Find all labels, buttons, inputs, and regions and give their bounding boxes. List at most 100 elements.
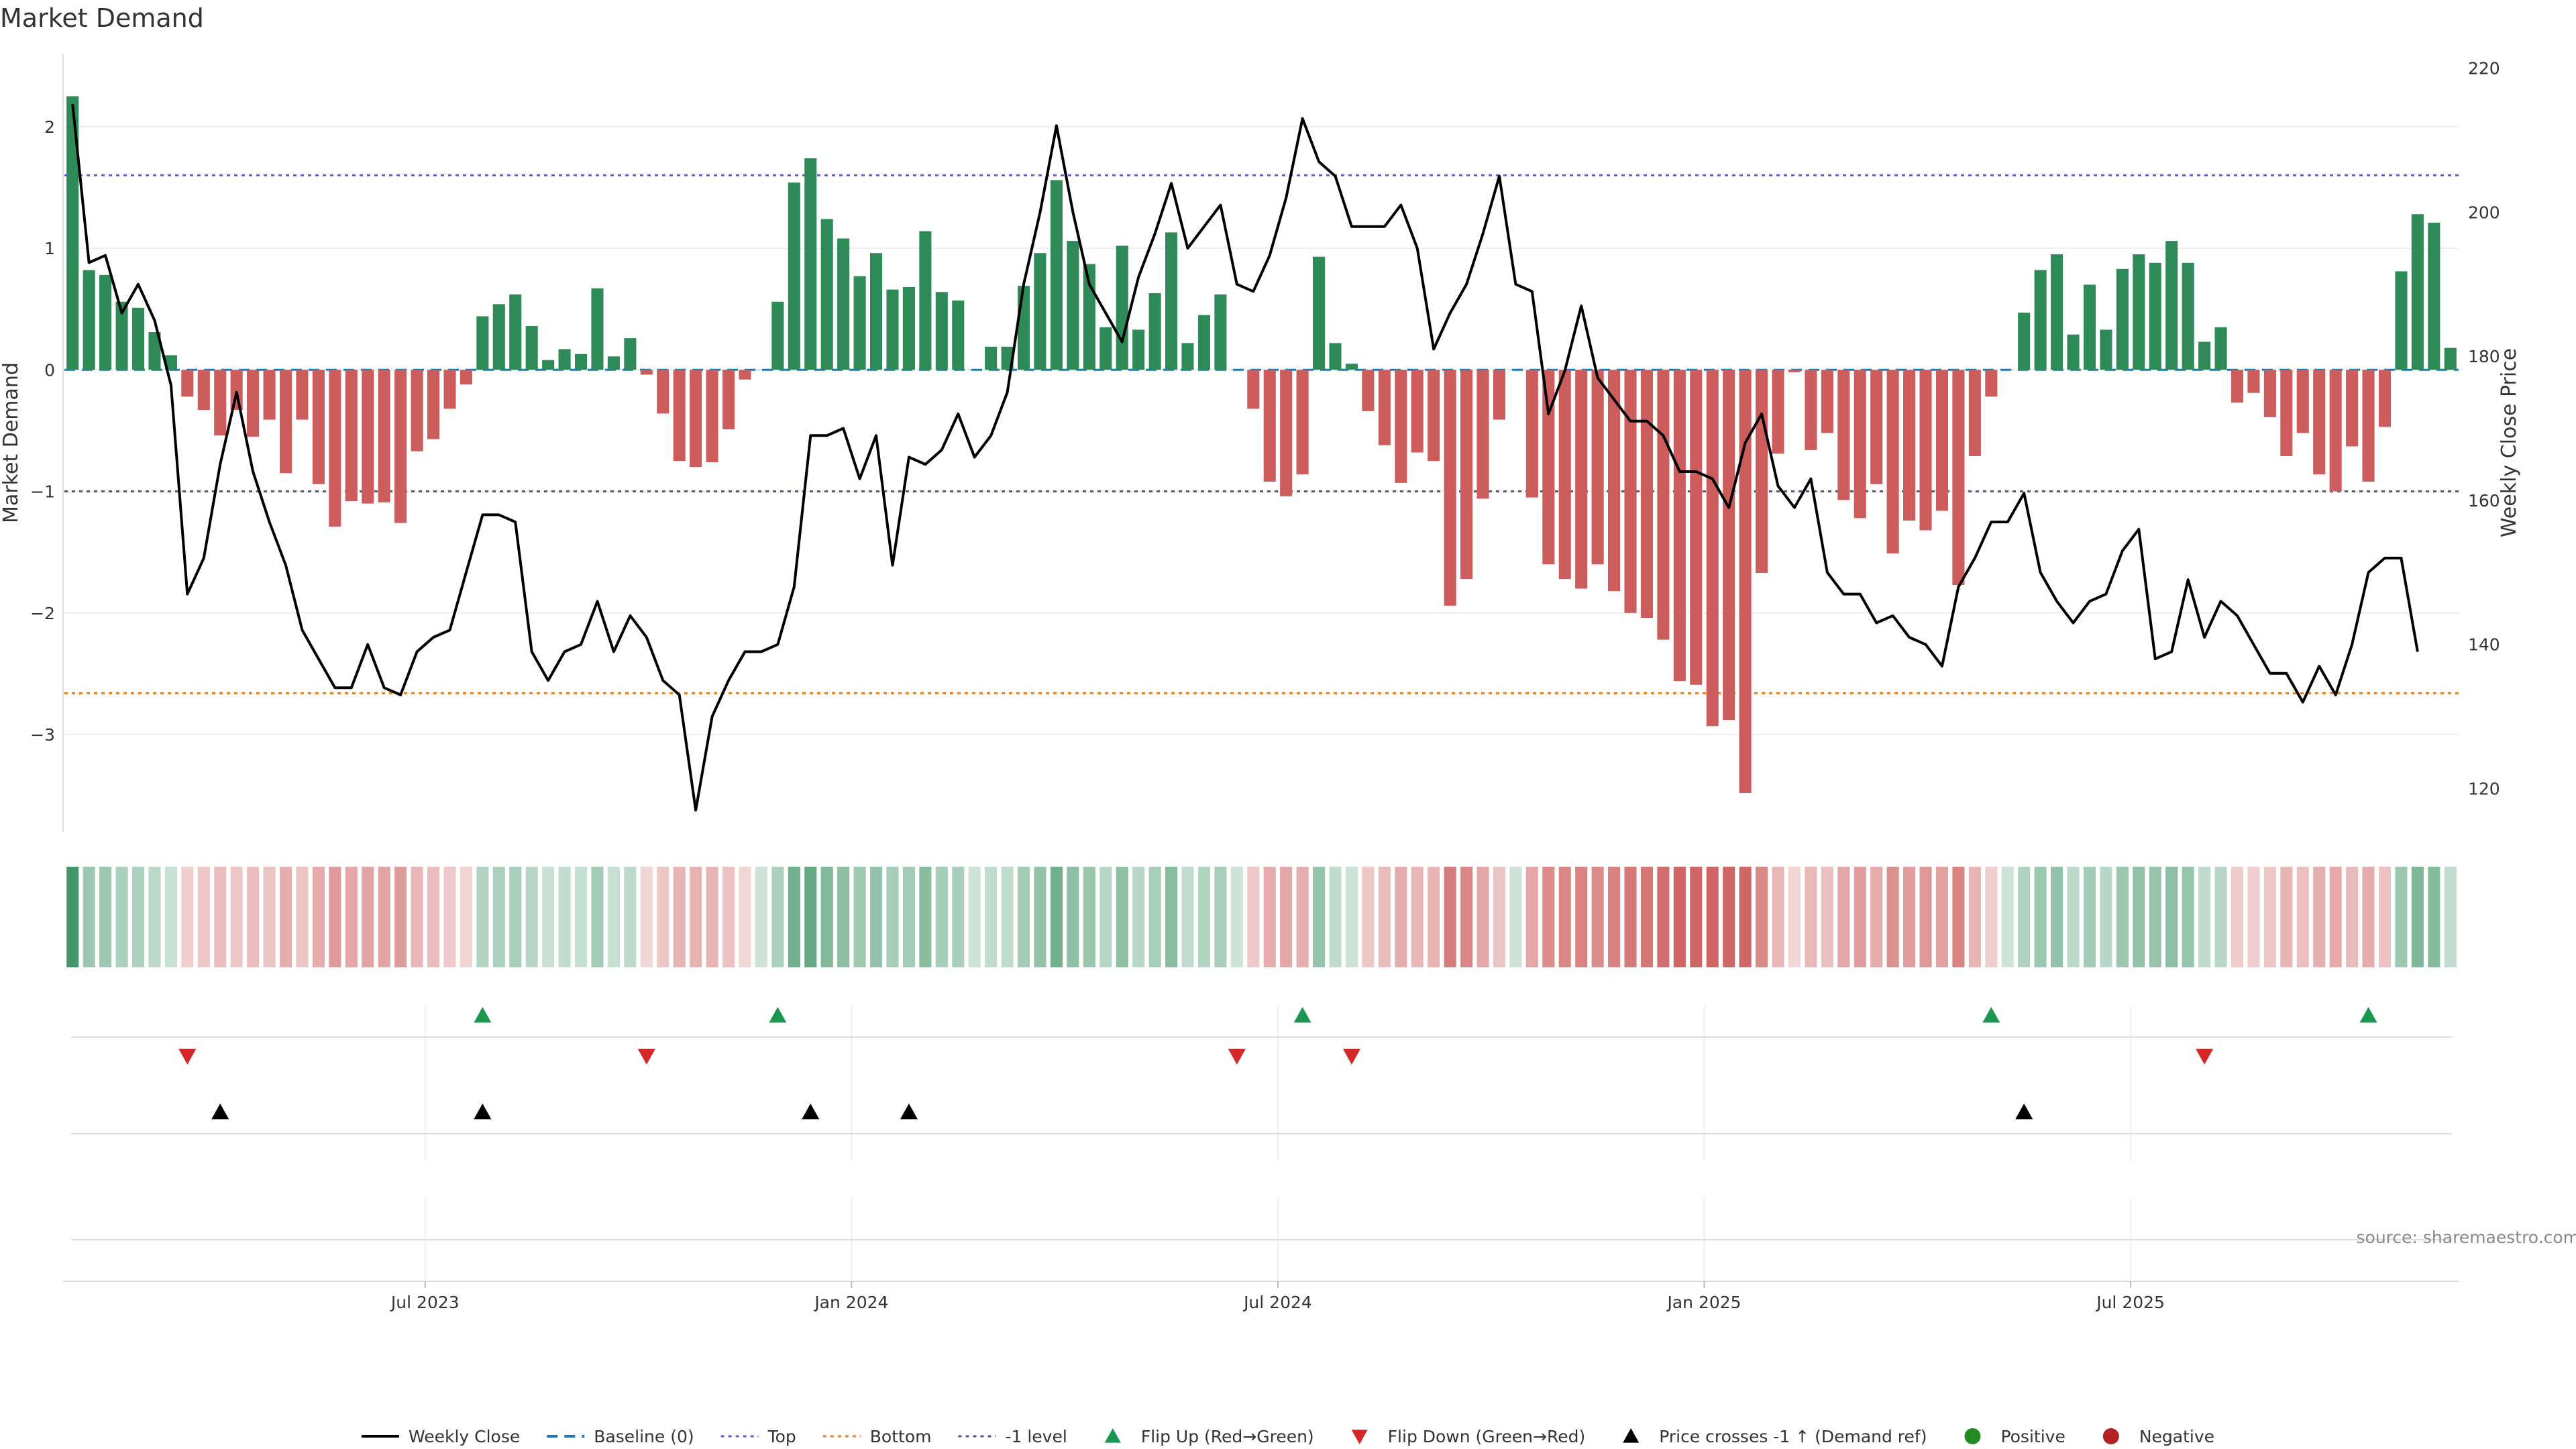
demand-bar [1772,370,1784,454]
heat-cell [1411,867,1424,967]
heat-cell [542,867,555,967]
heat-cell [2001,867,2014,967]
heat-cell [1690,867,1703,967]
demand-bar [1591,370,1604,565]
chart-title: Market Demand [0,3,204,33]
heat-cell [2362,867,2375,967]
heat-cell [1640,867,1654,967]
demand-bar [1444,370,1456,606]
heat-cell [1821,867,1833,967]
price-series [71,103,2419,812]
heat-cell [1591,867,1604,967]
heat-cell [558,867,571,967]
x-tick-label: Jul 2024 [1242,1293,1312,1312]
legend-label: Negative [2139,1427,2214,1446]
demand-bar [1050,180,1063,370]
heat-cell [1673,867,1686,967]
demand-bar [935,292,948,370]
demand-bar [591,288,604,370]
demand-bar [164,355,177,370]
y2-tick-label: 140 [2468,635,2500,655]
demand-bar [1313,256,1326,370]
demand-bar [2313,370,2326,475]
demand-bar [2411,214,2424,370]
heat-cell [2395,867,2408,967]
demand-bar [2100,329,2112,370]
heat-cell [1099,867,1112,967]
heat-cell [1050,867,1063,967]
heat-cell [1935,867,1949,967]
heat-cell [886,867,899,967]
demand-bar [1214,294,1227,370]
y-tick-label: −1 [30,482,55,502]
heat-cell [1428,867,1440,967]
demand-bar [2133,254,2145,370]
demand-bar [1821,370,1833,433]
legend-label: Flip Up (Red→Green) [1141,1427,1314,1446]
heat-cell [1952,867,1965,967]
heat-cell [1558,867,1571,967]
demand-bar [1460,370,1473,579]
heat-cell [476,867,489,967]
demand-bar [1493,370,1505,420]
demand-bar [2182,262,2194,370]
demand-bar [2198,341,2211,370]
heat-cell [690,867,702,967]
heat-cell [2100,867,2112,967]
demand-bar [1525,370,1538,498]
legend-item-price: Weekly Close [361,1427,520,1446]
heat-cell [492,867,505,967]
demand-bar [2083,284,2096,370]
demand-bar [1017,286,1030,370]
heat-cell [66,867,79,967]
demand-bar [230,370,243,411]
demand-bars [66,96,2457,793]
demand-bar [640,370,653,375]
legend-item-top: Top [720,1427,796,1446]
demand-bar [2149,262,2161,370]
heat-cell [2444,867,2457,967]
heat-cell [345,867,358,967]
heat-cell [1525,867,1538,967]
flip-down-marker [637,1049,655,1065]
heat-cell [83,867,95,967]
demand-bar [1067,241,1079,370]
demand-bar [869,253,883,370]
heat-cell [2428,867,2440,967]
heat-cell [1444,867,1456,967]
heat-cell [2018,867,2031,967]
heat-cell [1067,867,1079,967]
legend-item-positive: Positive [1964,1427,2065,1446]
heat-cell [902,867,915,967]
heat-cell [739,867,751,967]
demand-bar [706,370,718,462]
heat-cell [804,867,817,967]
demand-bar [1657,370,1670,640]
demand-bar [2296,370,2309,433]
heat-cell [247,867,260,967]
demand-bar [2018,313,2031,370]
heat-cell [1197,867,1210,967]
flip-up-marker [769,1007,787,1023]
heat-cell [640,867,653,967]
demand-bar [263,370,276,420]
heat-cell [181,867,194,967]
demand-bar [1558,370,1571,579]
x-axis: Jul 2023 Jan 2024 Jul 2024 Jan 2025 Jul 2025 [63,1281,2459,1312]
heat-cell [755,867,767,967]
heat-cell [1706,867,1719,967]
heat-cell [1985,867,1998,967]
heat-cell [2247,867,2260,967]
legend-label: Top [767,1427,796,1446]
heat-cell [1886,867,1899,967]
heat-cell [1165,867,1178,967]
demand-bar [115,301,128,370]
flip-up-marker [1293,1007,1311,1023]
heat-cell [935,867,948,967]
demand-bar [1116,246,1128,370]
demand-bar [394,370,407,523]
demand-bar [771,301,784,370]
heat-cell [1870,867,1883,967]
demand-bar [1706,370,1719,727]
